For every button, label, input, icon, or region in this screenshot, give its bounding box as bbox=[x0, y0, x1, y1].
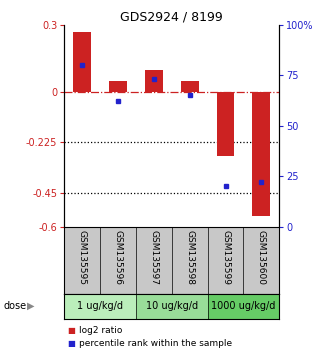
Text: GSM135596: GSM135596 bbox=[113, 230, 123, 285]
Text: GSM135598: GSM135598 bbox=[185, 230, 194, 285]
Bar bbox=[109, 81, 127, 92]
Text: percentile rank within the sample: percentile rank within the sample bbox=[79, 339, 232, 348]
Title: GDS2924 / 8199: GDS2924 / 8199 bbox=[120, 11, 223, 24]
Bar bbox=[73, 32, 91, 92]
Bar bbox=[252, 92, 270, 216]
Bar bbox=[145, 70, 163, 92]
Text: 1 ug/kg/d: 1 ug/kg/d bbox=[77, 301, 123, 311]
Bar bbox=[208, 294, 279, 319]
Bar bbox=[217, 92, 234, 156]
Text: GSM135599: GSM135599 bbox=[221, 230, 230, 285]
Text: ■: ■ bbox=[67, 326, 75, 336]
Bar bbox=[181, 81, 199, 92]
Text: GSM135595: GSM135595 bbox=[78, 230, 87, 285]
Text: GSM135600: GSM135600 bbox=[257, 230, 266, 285]
Text: 1000 ug/kg/d: 1000 ug/kg/d bbox=[211, 301, 276, 311]
Text: ■: ■ bbox=[67, 339, 75, 348]
Text: GSM135597: GSM135597 bbox=[149, 230, 158, 285]
Bar bbox=[64, 294, 136, 319]
Text: dose: dose bbox=[3, 301, 26, 311]
Text: 10 ug/kg/d: 10 ug/kg/d bbox=[146, 301, 198, 311]
Text: log2 ratio: log2 ratio bbox=[79, 326, 122, 336]
Text: ▶: ▶ bbox=[27, 301, 35, 311]
Bar bbox=[136, 294, 208, 319]
